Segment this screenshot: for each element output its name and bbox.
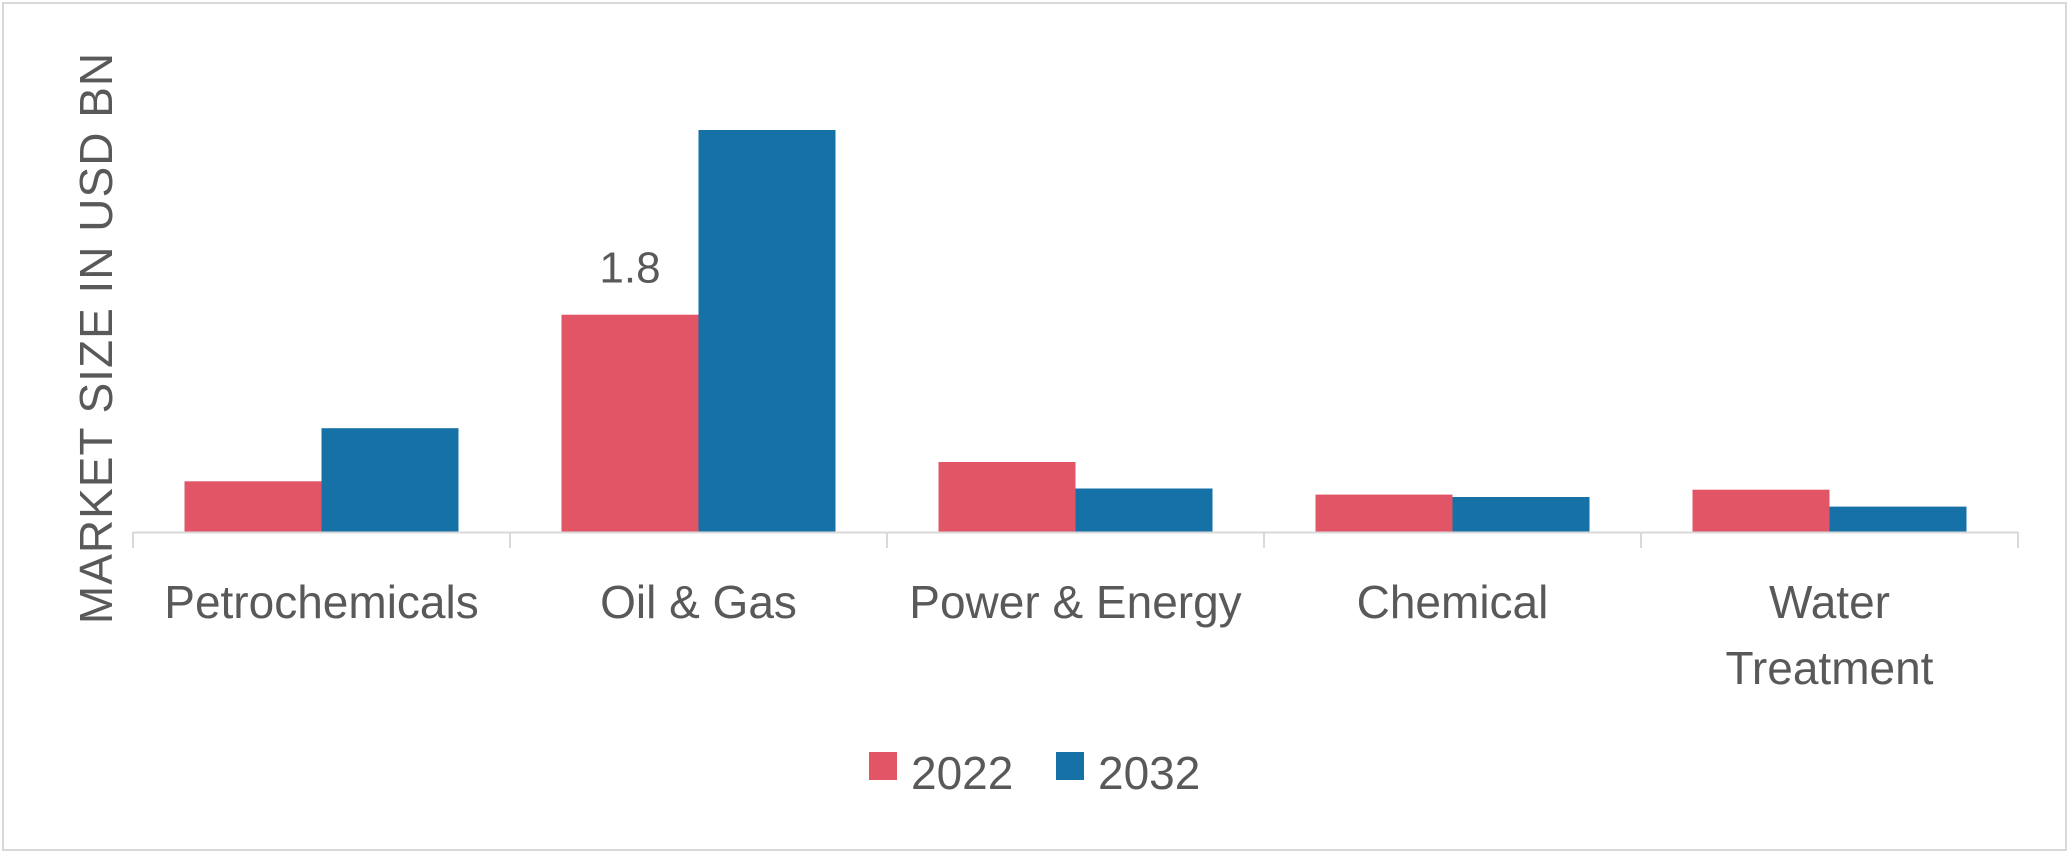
bar-2022-chemical: [1315, 494, 1453, 532]
bar-2032-chemical: [1452, 497, 1590, 532]
y-axis-label: MARKET SIZE IN USD BN: [70, 52, 122, 624]
legend-item-2032: 2032: [1056, 747, 1200, 799]
data-label: 1.8: [599, 244, 660, 293]
category-label: Chemical: [1357, 576, 1549, 628]
x-axis: [132, 531, 2019, 548]
legend-swatch: [869, 752, 897, 780]
legend-label: 2032: [1098, 747, 1200, 799]
bar-2022-oil-gas: [561, 314, 699, 532]
plot-area: 1.8: [184, 130, 1967, 532]
category-label: Water Treatment: [1726, 576, 1934, 694]
category-labels: Petrochemicals Oil & Gas Power & Energy Che…: [164, 576, 1933, 694]
category-label: Power & Energy: [909, 576, 1241, 628]
legend: 2022 2032: [869, 747, 1200, 799]
bar-2022-petrochemicals: [184, 481, 322, 532]
legend-swatch: [1056, 752, 1084, 780]
legend-item-2022: 2022: [869, 747, 1013, 799]
bar-2032-oil-gas: [698, 130, 836, 532]
category-label: Oil & Gas: [600, 576, 797, 628]
bar-2032-petrochemicals: [321, 428, 459, 532]
bar-2032-water-treatment: [1829, 506, 1967, 532]
bar-2032-power-energy: [1075, 488, 1213, 532]
bar-2022-water-treatment: [1692, 489, 1830, 532]
legend-label: 2022: [911, 747, 1013, 799]
bar-2022-power-energy: [938, 462, 1076, 532]
category-label: Petrochemicals: [164, 576, 478, 628]
